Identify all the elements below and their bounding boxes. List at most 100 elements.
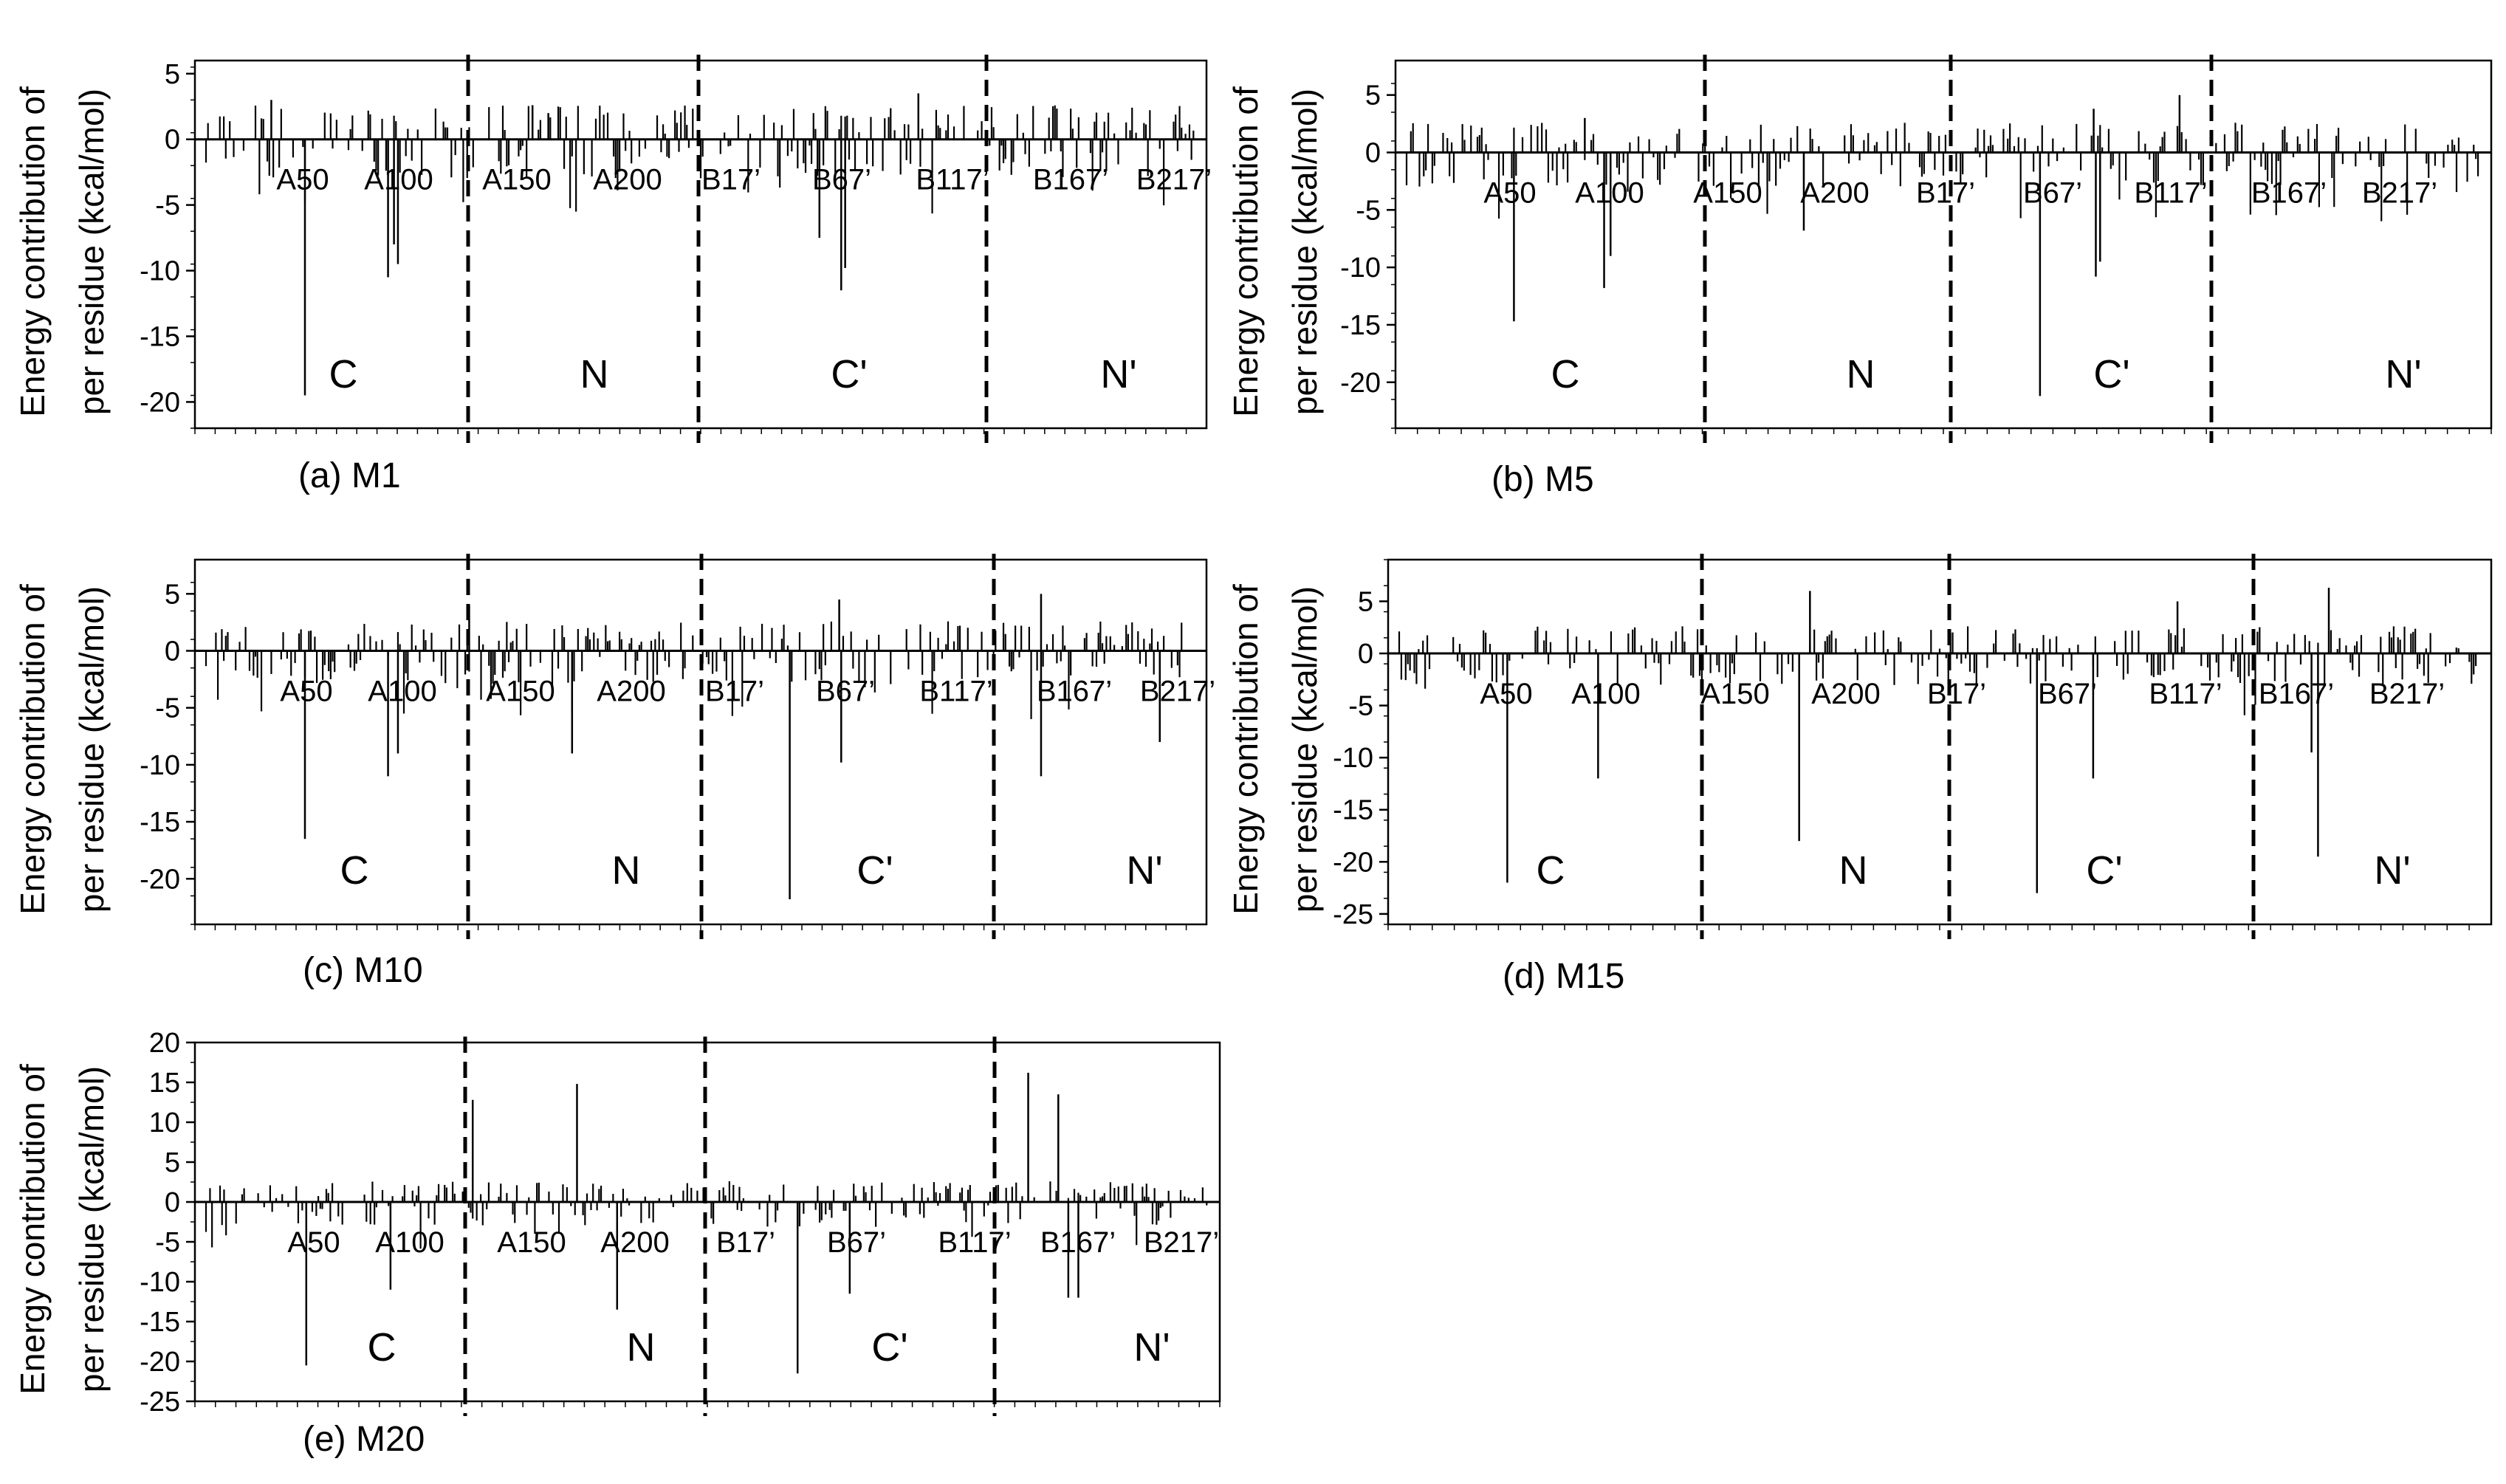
- y-tick-label: -15: [1340, 310, 1381, 341]
- residue-label: B67’: [2038, 678, 2097, 710]
- y-tick-label: -5: [1356, 195, 1381, 226]
- region-label: C': [2086, 848, 2122, 893]
- residue-label: A50: [287, 1226, 340, 1259]
- region-label: C: [340, 848, 369, 893]
- y-axis-title: per residue (kcal/mol): [72, 1066, 111, 1392]
- residue-label: A200: [593, 164, 662, 196]
- y-tick-label: 0: [1365, 138, 1381, 169]
- panel-caption: (e) M20: [303, 1420, 425, 1459]
- panel-caption: (d) M15: [1503, 957, 1624, 996]
- residue-label: A100: [375, 1226, 444, 1259]
- chart-panel-4: 5 0 -5 -10 -15 -20 -25 A50 A100 A150 A200 B17’ B67’ B…: [1226, 554, 2493, 996]
- y-tick-label: 20: [149, 1028, 180, 1059]
- y-tick-label: -5: [155, 190, 180, 221]
- residue-label: B217’: [1144, 1226, 1219, 1259]
- panel-caption: (c) M10: [303, 951, 423, 990]
- y-tick-label: -5: [155, 1227, 180, 1258]
- residue-label: A100: [1571, 678, 1640, 710]
- region-label: C': [2093, 352, 2129, 396]
- y-tick-label: 0: [165, 636, 180, 667]
- y-tick-label: -10: [1340, 253, 1381, 284]
- y-tick-label: 10: [149, 1107, 180, 1138]
- residue-label: B117’: [916, 164, 989, 196]
- region-label: C: [1537, 848, 1565, 893]
- y-tick-label: -10: [140, 1267, 180, 1298]
- residue-label: B217’: [2362, 177, 2437, 210]
- residue-label: B217’: [1136, 164, 1212, 196]
- residue-label: A150: [482, 164, 551, 196]
- y-axis-title: Energy contribution of: [13, 584, 52, 915]
- residue-label: A200: [600, 1226, 669, 1259]
- y-axis-title: Energy contribution of: [13, 86, 52, 417]
- residue-label: A50: [280, 676, 332, 708]
- residue-label: B167’: [1037, 676, 1112, 708]
- y-tick-label: -15: [140, 322, 180, 353]
- y-tick-label: 5: [165, 1147, 180, 1178]
- residue-label: A150: [486, 676, 555, 708]
- residue-label: A150: [1693, 177, 1762, 210]
- y-tick-label: -25: [1333, 899, 1373, 930]
- y-tick-label: -20: [140, 1347, 180, 1378]
- y-tick-label: -5: [1348, 691, 1373, 722]
- region-label: C: [1551, 352, 1580, 396]
- plot-frame: [193, 1041, 1221, 1403]
- residue-label: A50: [1480, 678, 1532, 710]
- residue-label: B67’: [816, 676, 875, 708]
- residue-label: B17’: [705, 676, 764, 708]
- residue-label: B17’: [1916, 177, 1975, 210]
- y-tick-label: 15: [149, 1068, 180, 1099]
- region-label: N': [2385, 352, 2421, 396]
- residue-label: B167’: [1040, 1226, 1116, 1259]
- residue-label: B117’: [919, 676, 992, 708]
- y-tick-label: -5: [155, 693, 180, 724]
- residue-label: B167’: [2259, 678, 2334, 710]
- residue-label: B117’: [2149, 678, 2222, 710]
- residue-label: B167’: [1033, 164, 1108, 196]
- region-label: C': [856, 848, 893, 893]
- residue-label: B117’: [938, 1226, 1011, 1259]
- y-tick-label: 5: [1365, 80, 1381, 111]
- y-axis-title: per residue (kcal/mol): [1285, 586, 1324, 913]
- y-axis-title: per residue (kcal/mol): [72, 89, 111, 415]
- residue-label: B217’: [1140, 676, 1215, 708]
- y-tick-label: -15: [140, 807, 180, 838]
- y-axis-title: per residue (kcal/mol): [1285, 89, 1324, 415]
- y-axis-title: per residue (kcal/mol): [72, 586, 111, 913]
- residue-label: B17’: [1927, 678, 1986, 710]
- residue-label: A200: [1811, 678, 1880, 710]
- y-tick-label: 0: [1358, 639, 1373, 670]
- residue-label: B67’: [2023, 177, 2082, 210]
- y-tick-label: -15: [140, 1307, 180, 1338]
- y-axis-title: Energy contribution of: [1226, 584, 1265, 915]
- region-label: C': [831, 352, 867, 396]
- chart-panel-1: 5 0 -5 -10 -15 -20 A50 A100 A150 A200 B17’ B67’ B117…: [13, 55, 1212, 495]
- panel-caption: (a) M1: [298, 456, 401, 495]
- residue-label: B17’: [716, 1226, 775, 1259]
- y-tick-label: 5: [1358, 586, 1373, 617]
- y-tick-label: 0: [165, 1187, 180, 1218]
- chart-panel-5: 20 15 10 5 0 -5 -10 -15 -20 -25 A50 A100 A150 A200 B17…: [13, 1028, 1221, 1459]
- residue-label: B17’: [701, 164, 761, 196]
- residue-label: A100: [368, 676, 436, 708]
- y-tick-label: -15: [1333, 795, 1373, 826]
- region-label: C: [329, 352, 358, 396]
- residue-label: A50: [276, 164, 329, 196]
- panel-caption: (b) M5: [1491, 460, 1594, 499]
- residue-label: B67’: [827, 1226, 886, 1259]
- chart-panel-2: 5 0 -5 -10 -15 -20 A50 A100 A150 A200 B17’ B67’ B117…: [1226, 55, 2493, 499]
- region-label: N: [1839, 848, 1868, 893]
- y-tick-label: -20: [1333, 847, 1373, 878]
- residue-label: B217’: [2369, 678, 2445, 710]
- y-axis-title: Energy contribution of: [13, 1064, 52, 1395]
- residue-label: A150: [1700, 678, 1769, 710]
- region-label: N': [2374, 848, 2410, 893]
- region-label: N: [1847, 352, 1875, 396]
- region-label: N': [1100, 352, 1136, 396]
- region-label: N': [1126, 848, 1162, 893]
- y-tick-label: 5: [165, 579, 180, 610]
- residue-label: A150: [497, 1226, 566, 1259]
- y-tick-label: -20: [1340, 368, 1381, 399]
- residue-label: A100: [1575, 177, 1644, 210]
- y-tick-label: -25: [140, 1387, 180, 1418]
